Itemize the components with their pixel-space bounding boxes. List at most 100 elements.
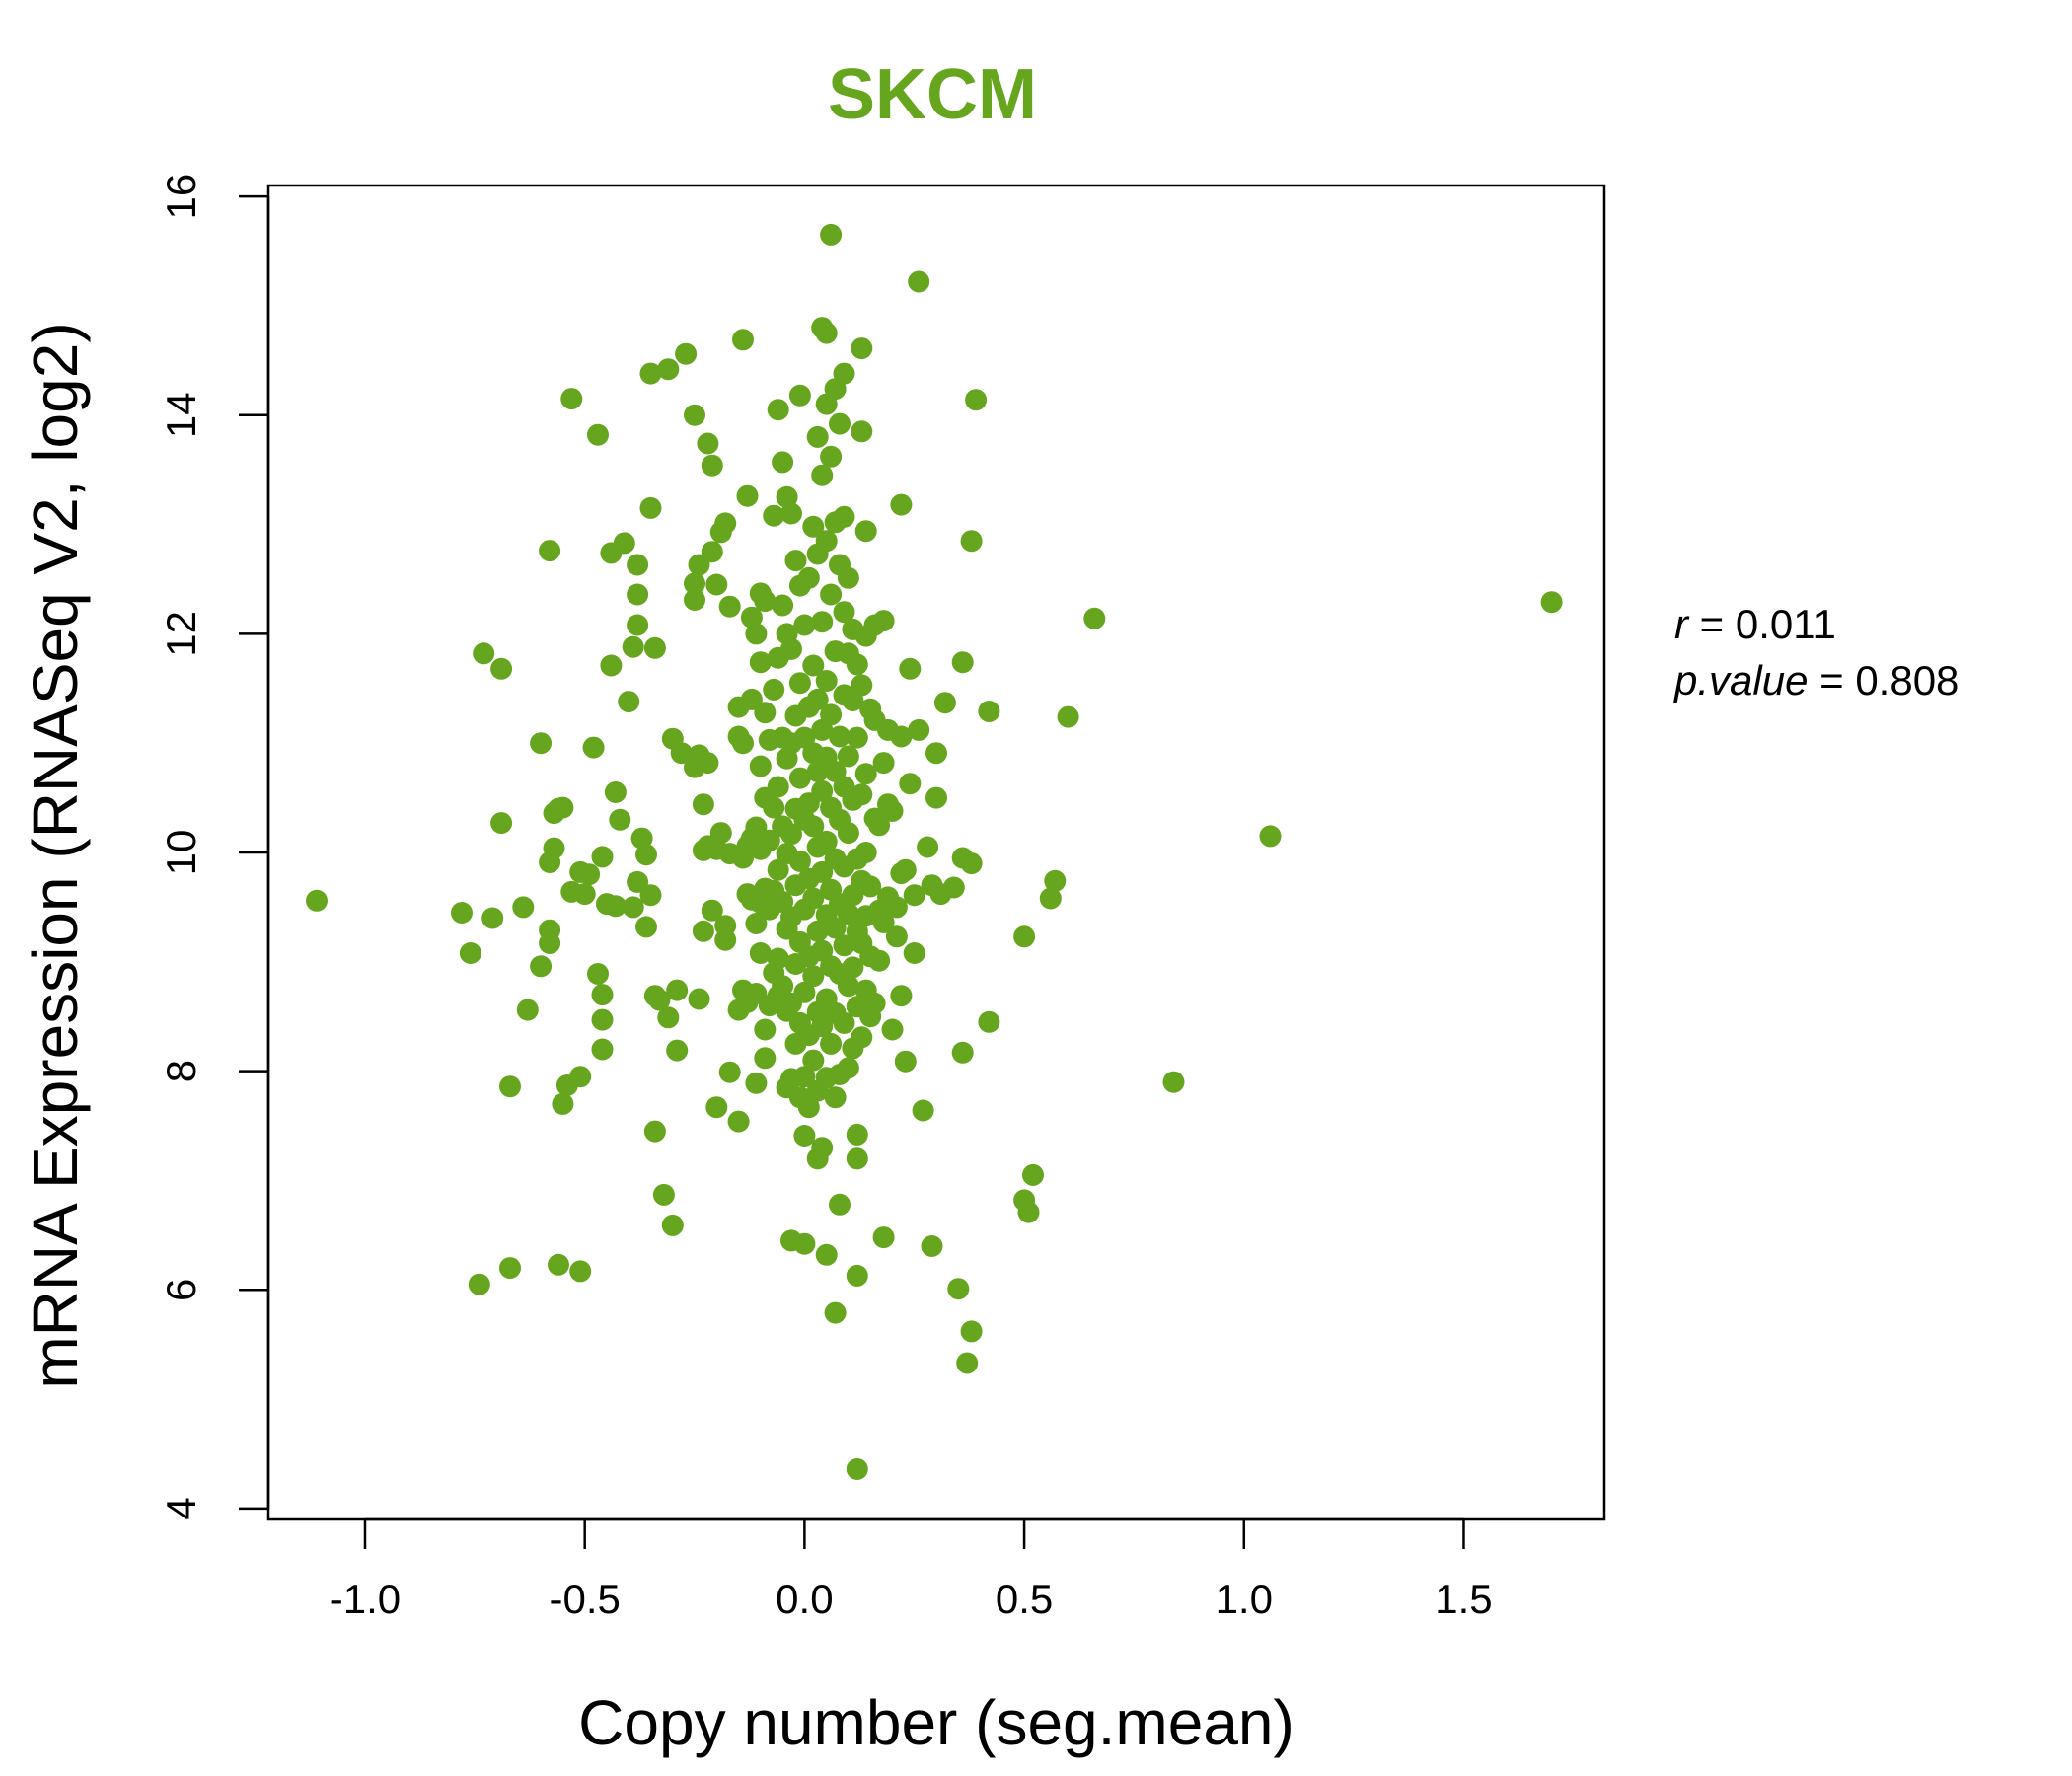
data-point <box>627 614 649 636</box>
data-point <box>306 889 328 912</box>
data-point <box>854 979 877 1001</box>
data-point <box>851 420 873 443</box>
x-tick-label: -1.0 <box>330 1576 401 1622</box>
data-point <box>833 601 855 624</box>
data-point <box>692 920 714 942</box>
data-point <box>811 718 834 741</box>
data-point <box>829 554 851 576</box>
data-point <box>516 999 539 1021</box>
data-point <box>692 793 714 816</box>
data-point <box>675 342 698 365</box>
data-point <box>811 464 834 486</box>
data-point <box>639 362 662 385</box>
data-point <box>925 742 947 765</box>
data-point <box>1039 887 1062 910</box>
data-point <box>560 388 583 410</box>
data-point <box>872 752 895 775</box>
data-point <box>451 902 473 924</box>
data-point <box>657 358 680 381</box>
data-point <box>705 573 728 596</box>
data-point <box>718 595 741 618</box>
data-point <box>899 657 922 680</box>
data-point <box>806 1000 829 1023</box>
data-point <box>740 606 763 629</box>
data-point <box>666 979 689 1001</box>
data-point <box>758 728 780 751</box>
y-tick-label: 12 <box>158 611 204 657</box>
data-point <box>582 736 605 759</box>
data-point <box>600 542 623 564</box>
x-tick-label: -0.5 <box>549 1576 620 1622</box>
data-point <box>1013 1189 1036 1212</box>
data-point <box>829 725 851 748</box>
y-tick-label: 16 <box>158 174 204 220</box>
data-point <box>788 672 811 695</box>
data-point <box>767 858 789 881</box>
data-point <box>688 988 710 1010</box>
data-point <box>978 701 1000 722</box>
data-point <box>643 636 666 659</box>
data-point <box>684 589 705 611</box>
data-point <box>499 1075 521 1098</box>
data-point <box>833 934 855 957</box>
data-point <box>846 1123 868 1146</box>
data-point <box>890 862 913 885</box>
data-point <box>727 725 750 748</box>
data-point <box>622 896 644 919</box>
data-point <box>776 747 798 770</box>
data-point <box>727 696 750 718</box>
data-point <box>727 1110 750 1133</box>
r-equals: = <box>1688 601 1736 647</box>
data-point <box>763 504 785 527</box>
data-point <box>833 684 855 706</box>
data-point <box>530 955 553 978</box>
data-point <box>854 763 877 785</box>
data-point <box>776 623 798 645</box>
data-point <box>846 1147 868 1170</box>
data-point <box>684 404 705 426</box>
data-point <box>881 1018 904 1041</box>
p-equals: = <box>1808 657 1855 703</box>
data-point <box>784 797 807 820</box>
x-tick-label: 0.0 <box>776 1576 833 1622</box>
data-point <box>754 702 777 724</box>
data-point <box>754 1018 777 1041</box>
data-point <box>767 399 789 421</box>
data-point <box>829 1193 851 1216</box>
data-point <box>842 1037 864 1060</box>
data-point <box>635 916 657 938</box>
data-point <box>591 1038 614 1061</box>
data-point <box>820 1032 843 1055</box>
data-point <box>885 925 908 948</box>
y-axis: 4 6 8 10 12 14 16 <box>158 174 270 1520</box>
data-point <box>754 1047 777 1070</box>
data-point <box>763 678 785 701</box>
data-point <box>772 594 794 617</box>
data-point <box>815 670 838 692</box>
data-point <box>917 836 939 858</box>
data-point <box>890 493 913 516</box>
data-point <box>591 1008 614 1031</box>
data-point <box>481 907 504 929</box>
data-point <box>745 1072 768 1094</box>
data-point <box>788 384 811 407</box>
data-point <box>745 623 768 645</box>
data-point <box>951 1041 974 1064</box>
data-point <box>732 979 754 1001</box>
data-point <box>718 1061 741 1083</box>
data-point <box>552 1092 574 1115</box>
data-point <box>784 874 807 897</box>
data-point <box>749 942 772 964</box>
data-point <box>1013 925 1036 948</box>
data-point <box>824 511 847 534</box>
data-points <box>306 223 1563 1480</box>
data-point <box>543 802 565 825</box>
data-point <box>806 543 829 565</box>
data-point <box>820 583 843 606</box>
data-point <box>815 1243 838 1266</box>
p-label: p.value <box>1672 657 1808 703</box>
data-point <box>912 1099 934 1122</box>
data-point <box>951 847 974 869</box>
data-point <box>824 1301 847 1324</box>
data-point <box>956 1352 979 1374</box>
